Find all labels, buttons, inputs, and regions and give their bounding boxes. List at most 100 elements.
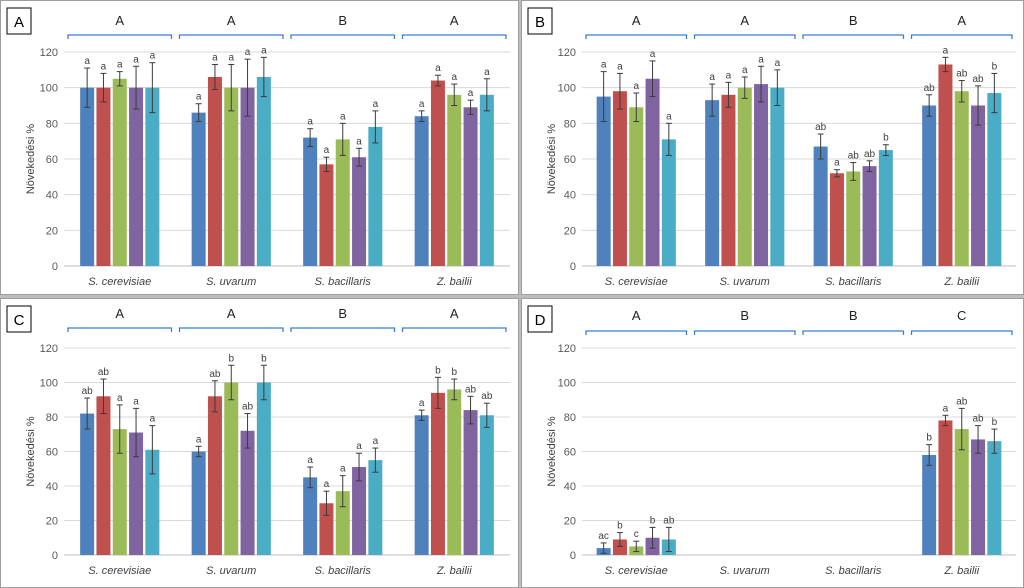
- y-tick-label: 40: [564, 190, 576, 202]
- significance-label: a: [196, 434, 202, 445]
- bar: [463, 107, 478, 267]
- bar: [813, 146, 828, 266]
- significance-label: ab: [972, 414, 984, 425]
- x-category-label: S. uvarum: [206, 565, 256, 577]
- bar: [612, 539, 627, 555]
- significance-label: a: [451, 72, 457, 83]
- y-axis-title: Növekedési %: [25, 416, 37, 487]
- bar: [721, 94, 736, 266]
- bar: [303, 477, 318, 555]
- bar: [240, 430, 255, 555]
- bar: [191, 112, 206, 266]
- significance-label: a: [666, 111, 672, 122]
- significance-label: a: [307, 455, 313, 466]
- y-tick-label: 80: [46, 118, 58, 130]
- significance-label: b: [228, 353, 234, 364]
- bar: [971, 439, 986, 555]
- significance-label: ab: [972, 74, 984, 85]
- group-letter: A: [632, 13, 641, 28]
- significance-label: c: [634, 529, 639, 540]
- y-tick-label: 20: [46, 225, 58, 237]
- bar: [954, 429, 969, 555]
- y-tick-label: 100: [558, 378, 576, 390]
- y-tick-label: 80: [564, 118, 576, 130]
- significance-label: b: [883, 133, 889, 144]
- x-category-label: Z. bailii: [436, 276, 472, 288]
- group-letter: C: [957, 308, 966, 323]
- panel-letter: C: [14, 312, 25, 329]
- bar: [938, 64, 953, 266]
- bar: [145, 87, 160, 267]
- y-tick-label: 0: [570, 550, 576, 562]
- bar: [368, 126, 383, 267]
- y-axis-title: Növekedési %: [25, 124, 37, 195]
- significance-label: a: [212, 52, 218, 63]
- x-category-label: S. bacillaris: [315, 276, 372, 288]
- significance-label: b: [261, 353, 267, 364]
- chart-panel-a: 0 20 40 60 80 100 120 Növekedési % A A S. cerevisi…: [0, 0, 519, 295]
- significance-label: a: [834, 158, 840, 169]
- group-brace: [67, 34, 173, 39]
- significance-label: a: [943, 45, 949, 56]
- y-axis-title: Növekedési %: [546, 416, 558, 487]
- significance-label: a: [617, 61, 623, 72]
- group-letter: B: [849, 13, 858, 28]
- bar: [645, 78, 660, 266]
- significance-label: b: [650, 515, 656, 526]
- group-letter: A: [115, 306, 124, 321]
- group-brace: [693, 330, 796, 335]
- significance-label: ab: [481, 391, 493, 402]
- y-tick-label: 60: [564, 447, 576, 459]
- significance-label: a: [742, 65, 748, 76]
- group-brace: [585, 34, 688, 39]
- x-category-label: Z. bailii: [943, 276, 979, 288]
- y-tick-label: 60: [564, 154, 576, 166]
- y-tick-label: 100: [40, 378, 58, 390]
- bar: [447, 94, 462, 266]
- bar: [987, 441, 1002, 555]
- group-brace: [585, 330, 688, 335]
- group-brace: [910, 34, 1013, 39]
- y-tick-label: 0: [570, 261, 576, 273]
- bar: [629, 107, 644, 267]
- bar: [240, 87, 255, 267]
- bar: [256, 76, 271, 266]
- bar: [256, 382, 271, 555]
- bar: [224, 382, 239, 555]
- significance-label: a: [419, 99, 425, 110]
- y-tick-label: 40: [564, 481, 576, 493]
- bar: [303, 137, 318, 266]
- group-brace: [910, 330, 1013, 335]
- significance-label: a: [758, 54, 764, 65]
- significance-label: a: [775, 58, 781, 69]
- significance-label: ab: [98, 367, 110, 378]
- bar: [737, 87, 752, 267]
- significance-label: a: [340, 111, 346, 122]
- significance-label: a: [435, 63, 441, 74]
- group-letter: A: [227, 13, 236, 28]
- significance-label: a: [133, 396, 139, 407]
- significance-label: a: [943, 403, 949, 414]
- y-tick-label: 120: [40, 47, 58, 59]
- bar: [129, 432, 144, 555]
- significance-label: ac: [598, 531, 609, 542]
- panel-letter: D: [535, 312, 546, 329]
- y-tick-label: 60: [46, 447, 58, 459]
- group-brace: [290, 327, 396, 332]
- y-tick-label: 120: [558, 343, 576, 355]
- bar: [352, 157, 367, 266]
- bar: [319, 503, 334, 555]
- significance-label: a: [117, 393, 123, 404]
- bar: [846, 171, 861, 266]
- group-brace: [802, 330, 905, 335]
- bar: [207, 396, 222, 555]
- y-tick-label: 100: [40, 83, 58, 95]
- bar: [829, 173, 844, 266]
- significance-label: ab: [864, 149, 876, 160]
- x-category-label: S. uvarum: [720, 276, 770, 288]
- bar: [224, 87, 239, 267]
- bar: [430, 80, 445, 267]
- group-letter: A: [740, 13, 749, 28]
- y-axis-title: Növekedési %: [546, 124, 558, 195]
